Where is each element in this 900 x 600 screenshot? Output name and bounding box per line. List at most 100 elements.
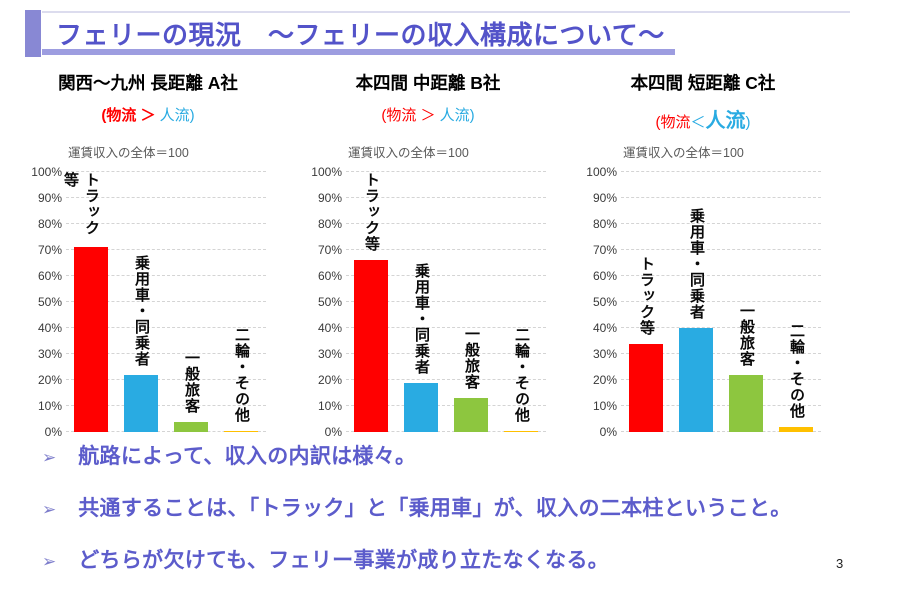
subtitle-part: ) bbox=[745, 114, 751, 131]
gridline bbox=[621, 379, 821, 380]
gridline bbox=[66, 301, 266, 302]
bar-truck bbox=[74, 247, 108, 432]
chart-note: 運賃収入の全体＝100 bbox=[348, 146, 469, 160]
y-axis-tick-label: 70% bbox=[592, 243, 617, 257]
y-axis-tick-label: 60% bbox=[37, 269, 62, 283]
page-number: 3 bbox=[836, 556, 844, 571]
bar-two-wheel-other bbox=[504, 430, 538, 432]
chart-note: 運賃収入の全体＝100 bbox=[623, 146, 744, 160]
chart-title: 関西～九州 長距離 A社 bbox=[58, 73, 238, 93]
y-axis-tick-label: 0% bbox=[324, 425, 342, 439]
slide-title: フェリーの現況 ～フェリーの収入構成について～ bbox=[56, 20, 665, 50]
bar-car bbox=[679, 328, 713, 432]
gridline bbox=[621, 405, 821, 406]
chart-company-a: 関西～九州 長距離 A社 (物流 ＞ 人流) 運賃収入の全体＝100 0% 10%… bbox=[30, 62, 266, 444]
bar-car bbox=[404, 382, 438, 432]
gridline bbox=[66, 171, 266, 172]
title-accent-bar bbox=[25, 10, 41, 57]
title-top-line bbox=[42, 11, 850, 13]
y-axis-tick-label: 90% bbox=[317, 191, 342, 205]
gridline bbox=[621, 197, 821, 198]
bar-label-two-wheel-other: 二輪・その他 bbox=[788, 322, 805, 419]
gridline bbox=[621, 353, 821, 354]
bullet-item: ➢ 共通することは、「トラック」と「乗用車」が、収入の二本柱ということ。 bbox=[42, 494, 792, 526]
bar-general-passenger bbox=[729, 374, 763, 432]
y-axis-tick-label: 40% bbox=[592, 321, 617, 335]
gridline bbox=[66, 353, 266, 354]
gridline bbox=[621, 223, 821, 224]
gridline bbox=[66, 197, 266, 198]
bar-label-general-passenger: 一般旅客 bbox=[183, 349, 200, 414]
gridline bbox=[66, 223, 266, 224]
subtitle-part: ＜ bbox=[690, 114, 706, 131]
gridline bbox=[66, 275, 266, 276]
bar-label-truck: トラック等 bbox=[638, 255, 655, 336]
bullet-item: ➢ 航路によって、収入の内訳は様々。 bbox=[42, 442, 792, 474]
chart-subtitle: (物流 ＞ 人流) bbox=[310, 104, 546, 125]
y-axis-tick-label: 60% bbox=[317, 269, 342, 283]
y-axis-tick-label: 30% bbox=[37, 347, 62, 361]
bar-label-truck: トラック等 bbox=[363, 172, 380, 253]
bar-label-car: 乗用車・同乗者 bbox=[413, 262, 430, 375]
gridline bbox=[621, 249, 821, 250]
chart-subtitle: (物流＜人流) bbox=[585, 104, 821, 133]
y-axis-tick-label: 20% bbox=[317, 373, 342, 387]
arrow-bullet-icon: ➢ bbox=[42, 448, 57, 467]
gridline bbox=[346, 249, 546, 250]
gridline bbox=[346, 379, 546, 380]
gridline bbox=[346, 275, 546, 276]
bar-label-general-passenger: 一般旅客 bbox=[738, 302, 755, 367]
y-axis-tick-label: 80% bbox=[592, 217, 617, 231]
bullet-text: 航路によって、収入の内訳は様々。 bbox=[78, 445, 417, 468]
bullet-text: どちらが欠けても、フェリー事業が成り立たなくなる。 bbox=[78, 549, 610, 572]
gridline bbox=[346, 301, 546, 302]
subtitle-part: (物流 bbox=[655, 114, 691, 131]
chart-plot-area: 0% 10% 20% 30% 40% 50% 60% 70% 80% 90% 100% トラック等 乗用… bbox=[586, 165, 821, 439]
subtitle-part: ＞ bbox=[416, 107, 440, 124]
y-axis-tick-label: 10% bbox=[592, 399, 617, 413]
subtitle-part: 人流) bbox=[439, 107, 475, 124]
y-axis-tick-label: 0% bbox=[599, 425, 617, 439]
gridline bbox=[346, 431, 546, 432]
bar-truck bbox=[354, 260, 388, 432]
chart-company-b: 本四間 中距離 B社 (物流 ＞ 人流) 運賃収入の全体＝100 0% 10% 20… bbox=[310, 62, 546, 444]
subtitle-part: 人流 bbox=[705, 110, 746, 132]
arrow-bullet-icon: ➢ bbox=[42, 500, 57, 519]
gridline bbox=[66, 249, 266, 250]
bar-label-car: 乗用車・同乗者 bbox=[688, 208, 705, 320]
bar-label-car: 乗用車・同乗者 bbox=[133, 254, 150, 367]
gridline bbox=[66, 379, 266, 380]
y-axis-tick-label: 0% bbox=[44, 425, 62, 439]
bar-general-passenger bbox=[174, 421, 208, 432]
y-axis-tick-label: 100% bbox=[311, 165, 342, 179]
subtitle-part: ＞ bbox=[136, 107, 160, 124]
chart-plot-area: 0% 10% 20% 30% 40% 50% 60% 70% 80% 90% 100% トラック等 乗用… bbox=[31, 165, 266, 439]
gridline bbox=[621, 275, 821, 276]
chart-company-c: 本四間 短距離 C社 (物流＜人流) 運賃収入の全体＝100 0% 10% 20% 3… bbox=[585, 62, 821, 444]
bar-label-truck: トラック等 bbox=[62, 172, 100, 236]
y-axis-tick-label: 10% bbox=[317, 399, 342, 413]
y-axis-tick-label: 50% bbox=[317, 295, 342, 309]
y-axis-tick-label: 80% bbox=[37, 217, 62, 231]
y-axis-tick-label: 20% bbox=[592, 373, 617, 387]
bar-car bbox=[124, 374, 158, 432]
chart-title: 本四間 中距離 B社 bbox=[355, 73, 501, 93]
y-axis-tick-label: 50% bbox=[592, 295, 617, 309]
chart-plot-area: 0% 10% 20% 30% 40% 50% 60% 70% 80% 90% 100% トラック等 乗用… bbox=[311, 165, 546, 439]
gridline bbox=[346, 327, 546, 328]
chart-subtitle: (物流 ＞ 人流) bbox=[30, 104, 266, 125]
subtitle-part: (物流 bbox=[101, 107, 137, 124]
y-axis-tick-label: 100% bbox=[586, 165, 617, 179]
y-axis-tick-label: 40% bbox=[37, 321, 62, 335]
bar-general-passenger bbox=[454, 398, 488, 432]
y-axis-tick-label: 90% bbox=[37, 191, 62, 205]
bar-label-two-wheel-other: 二輪・その他 bbox=[233, 326, 250, 423]
chart-title: 本四間 短距離 C社 bbox=[630, 73, 776, 93]
bar-two-wheel-other bbox=[224, 430, 258, 432]
gridline bbox=[346, 353, 546, 354]
gridline bbox=[346, 171, 546, 172]
gridline bbox=[621, 431, 821, 432]
y-axis-tick-label: 30% bbox=[592, 347, 617, 361]
gridline bbox=[346, 197, 546, 198]
